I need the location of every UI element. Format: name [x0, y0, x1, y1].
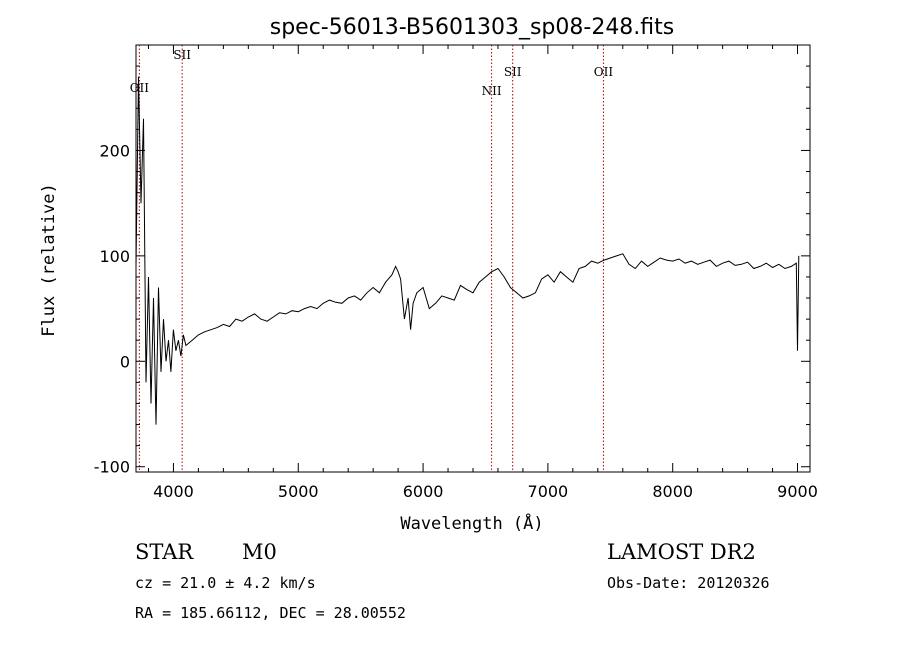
survey-name: LAMOST DR2 [607, 540, 756, 564]
x-tick-label: 4000 [153, 482, 194, 501]
spectrum-line [135, 76, 800, 425]
x-tick-label: 5000 [278, 482, 319, 501]
emission-line-label: SII [504, 65, 522, 79]
object-class: STAR [135, 540, 194, 564]
x-tick-label: 7000 [528, 482, 569, 501]
y-tick-label: -100 [94, 458, 130, 477]
chart-title: spec-56013-B5601303_sp08-248.fits [270, 15, 675, 40]
spectrum-chart: spec-56013-B5601303_sp08-248.fits 4000 50… [39, 15, 818, 534]
redshift-readout: cz = 21.0 ± 4.2 km/s [135, 574, 316, 592]
emission-line-label: OII [130, 81, 150, 95]
x-tick-label: 9000 [777, 482, 818, 501]
x-tick-label: 6000 [403, 482, 444, 501]
y-axis-label: Flux (relative) [39, 183, 59, 337]
emission-line-label: SII [173, 48, 191, 62]
plot-frame [135, 44, 811, 473]
object-subclass: M0 [242, 540, 277, 564]
y-tick-label: 100 [99, 247, 130, 266]
emission-line-label: OII [594, 65, 614, 79]
coordinates-readout: RA = 185.66112, DEC = 28.00552 [135, 604, 406, 622]
emission-line-label: NII [482, 84, 502, 98]
y-tick-label: 200 [99, 141, 130, 160]
y-tick-label: 0 [120, 352, 130, 371]
x-axis-label: Wavelength (Å) [400, 512, 543, 534]
x-tick-label: 8000 [652, 482, 693, 501]
observation-date: Obs-Date: 20120326 [607, 574, 770, 592]
